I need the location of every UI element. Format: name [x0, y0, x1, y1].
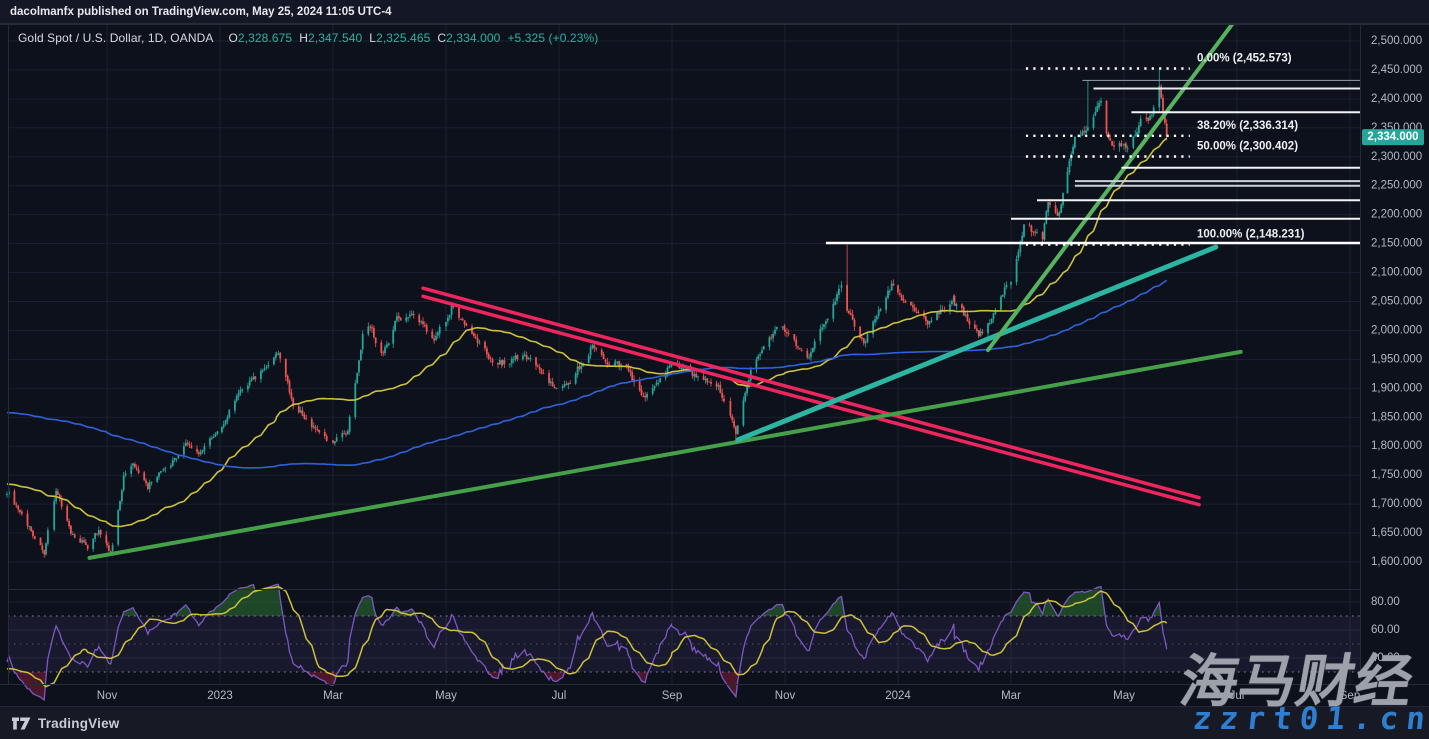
- down-bodies: [13, 86, 1168, 555]
- ohlc-readout: O2,328.675 H2,347.540 L2,325.465 C2,334.000: [221, 31, 500, 45]
- price-tick-label: 1,800.000: [1371, 440, 1422, 452]
- tradingview-logo-icon[interactable]: [12, 717, 31, 730]
- price-tick-label: 2,350.000: [1371, 122, 1422, 134]
- pane-borders: [0, 24, 1429, 685]
- ohlc-value: 2,328.675: [237, 31, 293, 45]
- rsi-band: [8, 616, 1360, 672]
- last-price-badge-text: 2,334.000: [1367, 131, 1418, 143]
- time-tick-label: Jul: [552, 690, 567, 702]
- time-tick-label: Nov: [775, 690, 796, 702]
- change-readout: +5.325 (+0.23%): [507, 31, 599, 45]
- time-axis[interactable]: Nov 2023 Mar May Jul Sep Nov 2024 Mar May Jul Sep: [97, 690, 1360, 702]
- ohlc-value: 2,334.000: [446, 31, 501, 45]
- ohlc-label: H: [299, 31, 308, 45]
- grid-lines: [8, 24, 1360, 684]
- price-tick-label: 1,650.000: [1371, 527, 1422, 539]
- rsi-oversold-fill: [14, 672, 740, 700]
- footer-bar: TradingView: [0, 706, 1429, 739]
- price-tick-label: 2,300.000: [1371, 151, 1422, 163]
- rsi-tick-label: 40.00: [1371, 652, 1400, 664]
- steep-uptrend[interactable]: [986, 8, 1245, 353]
- price-tick-label: 1,850.000: [1371, 411, 1422, 423]
- price-tick-label: 1,900.000: [1371, 382, 1422, 394]
- price-tick-label: 2,250.000: [1371, 180, 1422, 192]
- sma-slow-line: [6, 279, 1168, 469]
- price-tick-label: 2,400.000: [1371, 93, 1422, 105]
- rsi-tick-label: 60.00: [1371, 624, 1400, 636]
- fib-retracement-drawing[interactable]: 0.00% (2,452.573) 38.20% (2,336.314) 50.00…: [1025, 53, 1305, 246]
- time-tick-label: Sep: [1340, 690, 1360, 702]
- price-tick-label: 1,700.000: [1371, 498, 1422, 510]
- publish-info-text: dacolmanfx published on TradingView.com,…: [10, 6, 392, 18]
- time-tick-label: May: [1113, 690, 1135, 702]
- price-tick-label: 2,150.000: [1371, 238, 1422, 250]
- fib-level-label: 50.00% (2,300.402): [1197, 141, 1298, 153]
- price-tick-label: 2,450.000: [1371, 64, 1422, 76]
- time-tick-label: May: [435, 690, 457, 702]
- time-tick-label: 2023: [207, 690, 233, 702]
- rsi-tick-label: 80.00: [1371, 596, 1400, 608]
- price-tick-label: 2,050.000: [1371, 296, 1422, 308]
- price-tick-label: 1,750.000: [1371, 469, 1422, 481]
- price-tick-label: 2,200.000: [1371, 209, 1422, 221]
- price-tick-label: 1,950.000: [1371, 353, 1422, 365]
- down-wicks: [14, 83, 1168, 558]
- ohlc-label: C: [437, 31, 447, 45]
- medium-uptrend[interactable]: [735, 244, 1219, 443]
- price-tick-label: 1,600.000: [1371, 556, 1422, 568]
- rsi-ma-line: [6, 586, 1168, 688]
- ohlc-value: 2,325.465: [376, 31, 431, 45]
- fib-level-label: 38.20% (2,336.314): [1197, 120, 1298, 132]
- rsi-indicator: [6, 583, 1360, 702]
- last-price-badge: [1362, 129, 1424, 146]
- horizontal-ray-drawings[interactable]: [825, 79, 1360, 245]
- descending-channel-lower[interactable]: [421, 294, 1201, 507]
- price-tick-label: 2,100.000: [1371, 267, 1422, 279]
- trend-line-drawings[interactable]: [87, 8, 1245, 560]
- time-tick-label: Nov: [97, 690, 118, 702]
- price-tick-label: 2,500.000: [1371, 35, 1422, 47]
- up-wicks: [6, 69, 1160, 556]
- ohlc-value: 2,347.540: [308, 31, 363, 45]
- candlestick-series: [6, 69, 1168, 558]
- tradingview-brand-text[interactable]: TradingView: [38, 715, 120, 731]
- rsi-line: [6, 583, 1168, 702]
- descending-channel-upper[interactable]: [421, 286, 1201, 500]
- sma-fast-line: [6, 137, 1168, 528]
- rsi-overbought-fill: [122, 584, 1161, 616]
- price-axis[interactable]: 2,500.000 2,450.000 2,400.000 2,350.000 2,30…: [1362, 35, 1424, 664]
- symbol-title[interactable]: Gold Spot / U.S. Dollar, 1D, OANDA: [18, 31, 214, 45]
- time-tick-label: Mar: [323, 690, 343, 702]
- price-tick-label: 2,000.000: [1371, 324, 1422, 336]
- up-bodies: [6, 85, 1161, 555]
- time-tick-label: Sep: [662, 690, 682, 702]
- ohlc-label: O: [228, 31, 238, 45]
- symbol-legend: Gold Spot / U.S. Dollar, 1D, OANDA O2,328…: [18, 31, 598, 45]
- time-tick-label: Mar: [1001, 690, 1021, 702]
- time-tick-label: Jul: [1230, 690, 1245, 702]
- fib-level-label: 0.00% (2,452.573): [1197, 53, 1292, 65]
- publish-info-bar: dacolmanfx published on TradingView.com,…: [0, 0, 1429, 24]
- long-term-uptrend[interactable]: [87, 349, 1243, 560]
- time-tick-label: 2024: [885, 690, 911, 702]
- fib-level-label: 100.00% (2,148.231): [1197, 229, 1305, 241]
